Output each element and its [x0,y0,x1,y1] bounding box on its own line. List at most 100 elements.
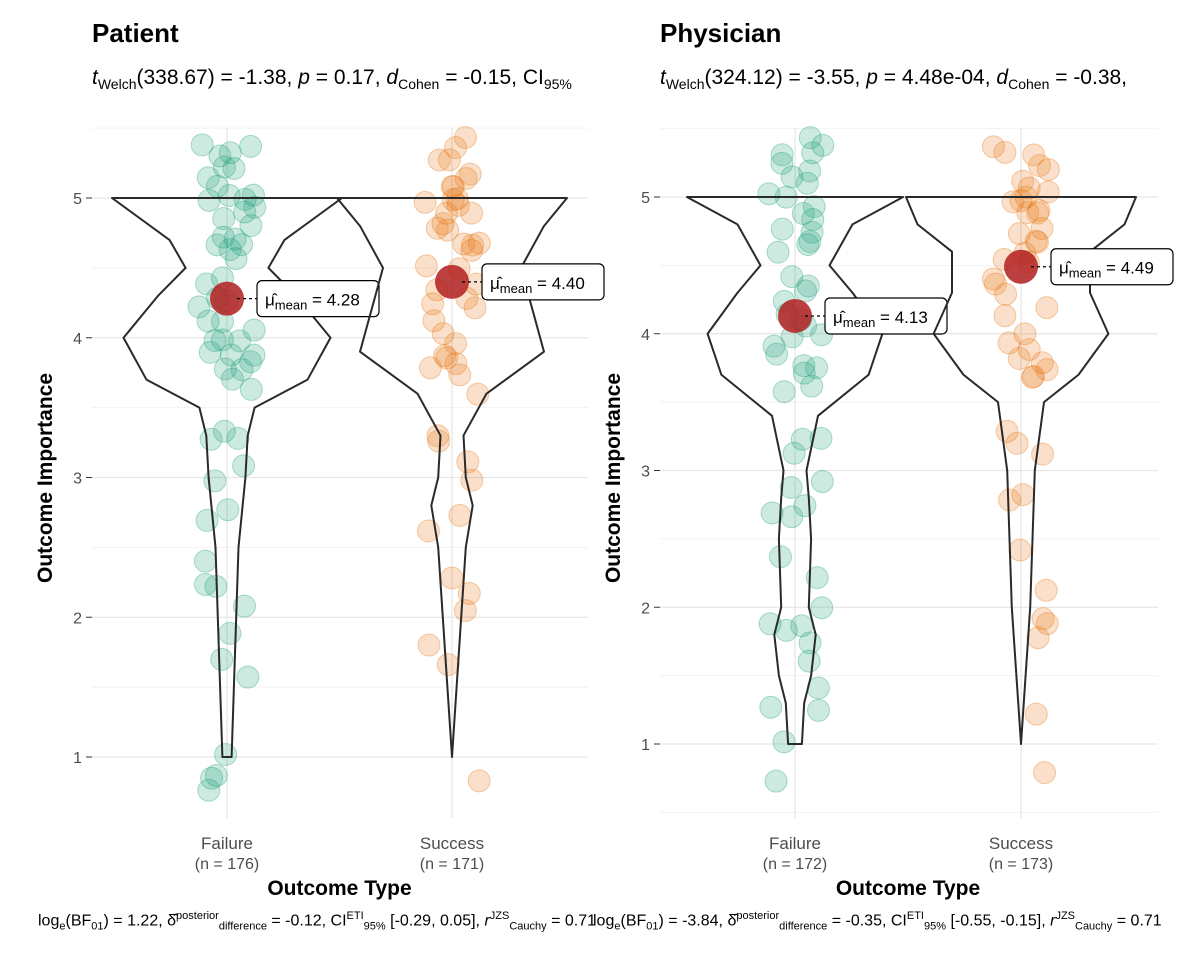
data-point-success [1020,365,1044,389]
data-point-failure [211,225,235,249]
data-point-success [413,190,437,214]
data-point-success [1024,702,1048,726]
data-point-failure [791,201,815,225]
data-point-success [1034,578,1058,602]
data-point-success [454,167,478,191]
mean-label: μ̂mean = 4.40 [490,274,585,296]
data-point-success [444,136,468,160]
data-point-failure [772,380,796,404]
data-point-failure [779,476,803,500]
data-point-failure [757,182,781,206]
y-tick-label: 3 [73,471,82,488]
data-point-failure [217,183,241,207]
violin-failure [111,197,343,758]
data-point-failure [228,329,252,353]
y-tick-label: 1 [73,750,82,767]
data-point-failure [780,505,804,529]
data-point-success [444,352,468,376]
data-point-failure [242,343,266,367]
data-point-success [994,282,1018,306]
data-point-failure [205,233,229,257]
mean-label-box [824,297,948,335]
data-point-failure [197,778,221,802]
data-point-failure [210,328,234,352]
data-point-success [440,566,464,590]
y-tick-label: 5 [73,191,82,208]
data-point-failure [796,232,820,256]
data-point-failure [810,596,834,620]
data-point-failure [212,419,236,443]
data-point-failure [230,233,254,257]
data-point-failure [212,207,236,231]
data-point-success [1027,154,1051,178]
data-point-failure [197,188,221,212]
data-point-failure [200,766,224,790]
data-point-failure [198,340,222,364]
x-tick-n-label: (n = 172) [763,856,827,873]
data-point-success [998,488,1022,512]
data-point-success [460,201,484,225]
x-tick-n-label: (n = 173) [989,856,1053,873]
data-point-success [460,238,484,262]
data-point-success [993,304,1017,328]
data-point-failure [801,207,825,231]
y-tick-label: 1 [641,737,650,754]
data-point-success [463,296,487,320]
data-point-failure [759,695,783,719]
data-point-success [1030,351,1054,375]
data-point-failure [239,377,263,401]
data-point-failure [765,342,789,366]
data-point-failure [770,217,794,241]
y-tick-label: 4 [73,331,82,348]
y-tick-label: 4 [641,327,650,344]
data-point-success [981,267,1005,291]
data-point-success [436,218,460,242]
data-point-failure [239,214,263,238]
data-point-success [1016,201,1040,225]
mean-label-box [1050,248,1174,286]
data-point-success [1008,538,1032,562]
data-point-failure [216,498,240,522]
data-point-failure [764,769,788,793]
data-point-failure [203,328,227,352]
data-point-success [418,356,442,380]
data-point-failure [802,195,826,219]
data-point-failure [187,295,211,319]
data-point-success [446,193,470,217]
data-point-failure [220,367,244,391]
data-point-failure [239,134,263,158]
data-point-failure [772,730,796,754]
data-point-failure [210,647,234,671]
data-point-success [1035,296,1059,320]
data-point-success [427,148,451,172]
data-point-failure [805,356,829,380]
mean-label: μ̂mean = 4.49 [1059,259,1154,281]
data-point-failure [193,572,217,596]
data-point-success [1022,143,1046,167]
data-point-failure [782,441,806,465]
panel-title-physician: Physician [660,18,782,48]
data-point-failure [780,265,804,289]
data-point-success [1005,431,1029,455]
data-point-success [431,322,455,346]
data-point-failure [224,247,248,271]
data-point-success [984,272,1008,296]
x-tick-label: Failure [201,834,253,853]
x-tick-n-label: (n = 171) [420,856,484,873]
mean-label: μ̂mean = 4.28 [265,291,360,313]
x-axis-title: Outcome Type [836,877,980,900]
data-point-failure [218,141,242,165]
data-point-failure [236,665,260,689]
data-point-success [437,148,461,172]
data-point-failure [239,350,263,374]
data-point-failure [792,354,816,378]
data-point-failure [208,144,232,168]
data-point-success [458,162,482,186]
x-tick-n-label: (n = 176) [195,856,259,873]
subtitle-physician: tWelch(324.12) = -3.55, p = 4.48e-04, dC… [660,66,1180,92]
data-point-failure [226,426,250,450]
data-point-success [1013,322,1037,346]
x-tick-label: Failure [769,834,821,853]
data-point-success [453,599,477,623]
data-point-success [1007,346,1031,370]
